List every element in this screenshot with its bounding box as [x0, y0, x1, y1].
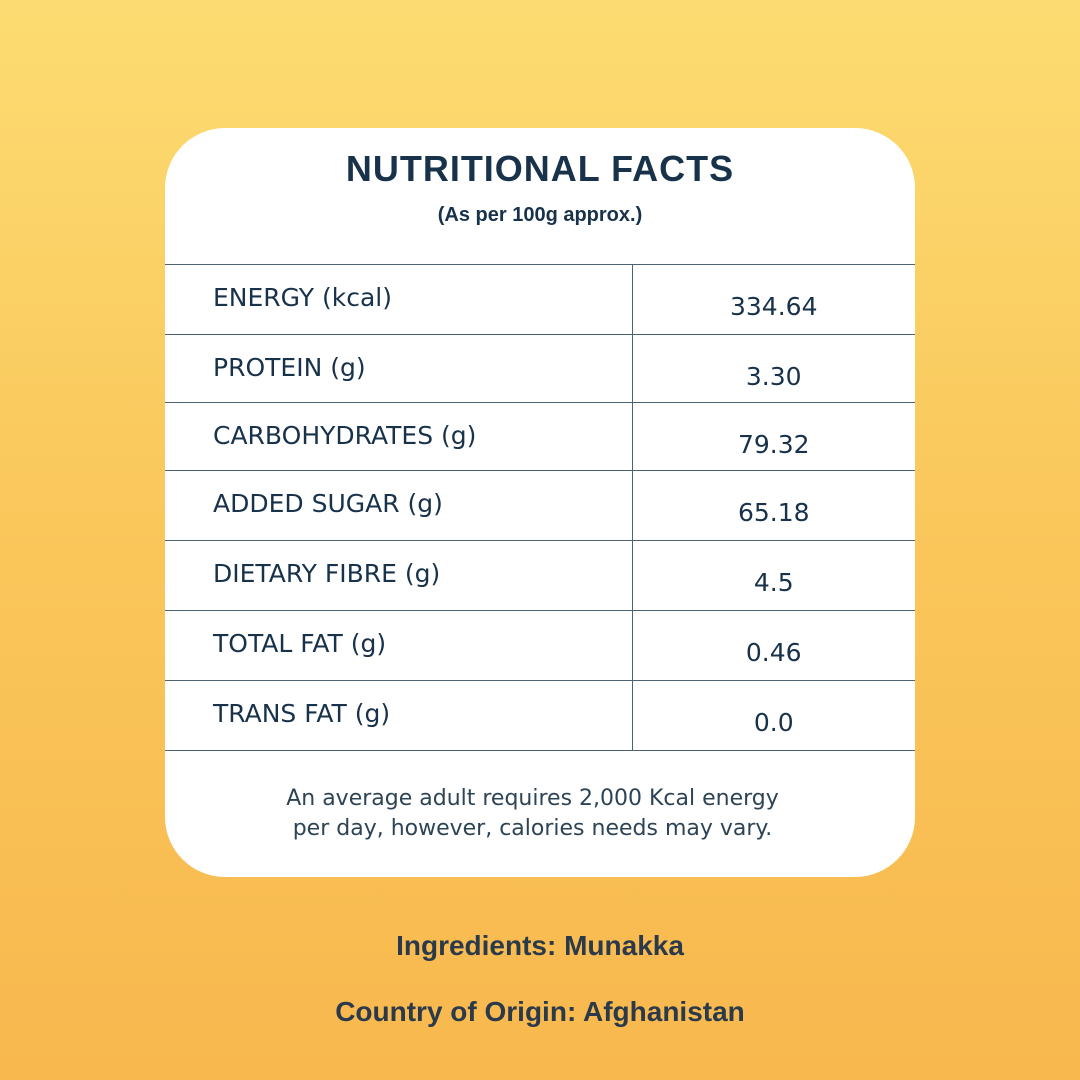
table-row-carbohydrates: CARBOHYDRATES (g) 79.32 [165, 402, 915, 471]
table-row-protein: PROTEIN (g) 3.30 [165, 334, 915, 403]
nutrition-subtitle: (As per 100g approx.) [437, 204, 643, 226]
energy-note-line-1: An average adult requires 2,000 Kcal ene… [286, 786, 779, 811]
nutrient-value: 0.46 [632, 610, 915, 681]
nutrient-label: TOTAL FAT (g) [165, 610, 633, 681]
nutrient-value: 4.5 [632, 540, 915, 611]
nutrient-value: 65.18 [632, 470, 915, 541]
nutrient-label: TRANS FAT (g) [165, 680, 633, 751]
nutrient-value: 79.32 [632, 402, 915, 471]
nutrient-value: 3.30 [632, 334, 915, 403]
nutrition-title: NUTRITIONAL FACTS [345, 148, 735, 189]
table-row-dietary-fibre: DIETARY FIBRE (g) 4.5 [165, 540, 915, 611]
table-row-added-sugar: ADDED SUGAR (g) 65.18 [165, 470, 915, 541]
nutrient-label: DIETARY FIBRE (g) [165, 540, 633, 611]
nutrient-value: 334.64 [632, 264, 915, 335]
energy-note-line-2: per day, however, calories needs may var… [292, 816, 773, 841]
nutrient-label: ENERGY (kcal) [165, 264, 633, 335]
nutrient-label: CARBOHYDRATES (g) [165, 402, 633, 471]
nutrient-label: ADDED SUGAR (g) [165, 470, 633, 541]
table-row-trans-fat: TRANS FAT (g) 0.0 [165, 680, 915, 751]
ingredients-text: Ingredients: Munakka [396, 930, 684, 961]
table-row-total-fat: TOTAL FAT (g) 0.46 [165, 610, 915, 681]
nutrition-table: ENERGY (kcal) 334.64 PROTEIN (g) 3.30 CA… [165, 264, 915, 751]
energy-note: An average adult requires 2,000 Kcal ene… [165, 784, 900, 844]
country-of-origin-text: Country of Origin: Afghanistan [335, 996, 745, 1027]
nutrient-label: PROTEIN (g) [165, 334, 633, 403]
nutrient-value: 0.0 [753, 708, 794, 737]
table-row-energy: ENERGY (kcal) 334.64 [165, 264, 915, 335]
